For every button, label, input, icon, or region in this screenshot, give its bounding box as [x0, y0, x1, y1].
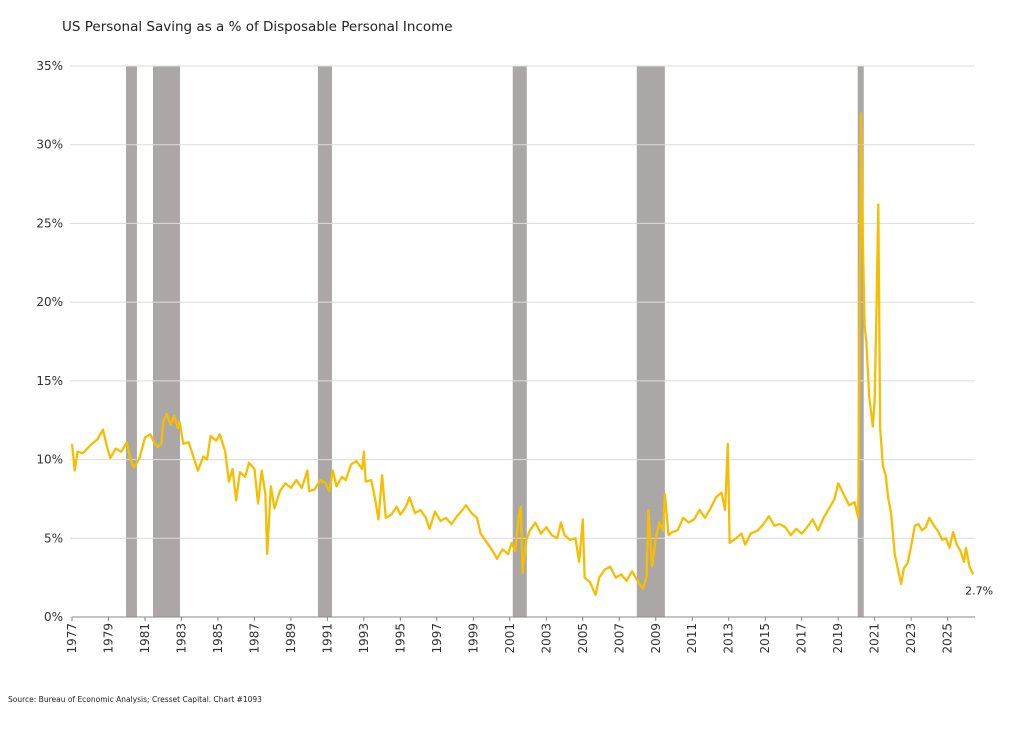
- x-tick-label: 2009: [649, 623, 663, 654]
- source-note: Source: Bureau of Economic Analysis; Cre…: [8, 695, 262, 704]
- recession-band: [125, 66, 137, 617]
- x-tick-label: 1985: [211, 623, 225, 654]
- y-tick-label: 5%: [44, 531, 63, 545]
- recession-band: [512, 66, 527, 617]
- x-tick-label: 1989: [284, 623, 298, 654]
- end-label: 2.7%: [965, 584, 993, 597]
- x-tick-label: 2001: [503, 623, 517, 654]
- y-tick-label: 0%: [44, 610, 63, 624]
- x-tick-label: 2023: [904, 623, 918, 654]
- x-tick-label: 2011: [685, 623, 699, 654]
- x-tick-label: 1983: [174, 623, 188, 654]
- y-tick-label: 15%: [36, 374, 63, 388]
- x-tick-label: 1995: [393, 623, 407, 654]
- x-tick-label: 2005: [576, 623, 590, 654]
- x-tick-label: 1981: [138, 623, 152, 654]
- line-series: [70, 112, 975, 597]
- x-tick-label: 2021: [868, 623, 882, 654]
- recession-band: [317, 66, 332, 617]
- x-tick-label: 2017: [795, 623, 809, 654]
- x-tick-label: 2025: [941, 623, 955, 654]
- x-tick-label: 2013: [722, 623, 736, 654]
- chart-title: US Personal Saving as a % of Disposable …: [62, 19, 453, 35]
- x-tick-label: 1987: [247, 623, 261, 654]
- x-tick-label: 2019: [831, 623, 845, 654]
- y-tick-label: 25%: [36, 216, 63, 230]
- x-tick-label: 1991: [320, 623, 334, 654]
- recession-band: [152, 66, 180, 617]
- y-tick-label: 30%: [36, 138, 63, 152]
- y-tick-label: 10%: [36, 453, 63, 467]
- y-tick-label: 35%: [36, 59, 63, 73]
- recession-band: [857, 66, 864, 617]
- x-tick-label: 2007: [612, 623, 626, 654]
- x-tick-label: 1979: [101, 623, 115, 654]
- x-tick-label: 1999: [466, 623, 480, 654]
- x-tick-label: 1993: [357, 623, 371, 654]
- x-tick-label: 1997: [430, 623, 444, 654]
- y-tick-label: 20%: [36, 295, 63, 309]
- x-tick-label: 2015: [758, 623, 772, 654]
- x-tick-label: 2003: [539, 623, 553, 654]
- x-tick-label: 1977: [65, 623, 79, 654]
